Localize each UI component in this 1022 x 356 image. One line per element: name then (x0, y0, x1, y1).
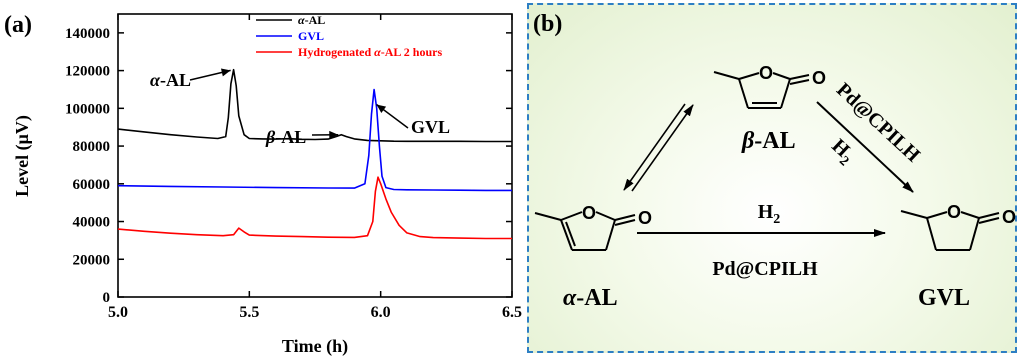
chart-legend: α-AL GVL Hydrogenated α-AL 2 hours (256, 13, 442, 59)
series-line-1 (117, 88, 512, 192)
equilibrium-arrow-forward (631, 104, 694, 192)
alpha-ring-oxygen: O (582, 203, 596, 223)
beta-carbonyl-oxygen: O (812, 68, 826, 88)
plot-frame (117, 13, 513, 298)
gvl-carbonyl-oxygen: O (1002, 207, 1016, 227)
alpha-carbonyl-oxygen: O (638, 208, 652, 228)
beta-al-name: β-AL (741, 128, 796, 154)
main-arrow-h2: H2 (758, 201, 781, 227)
annotation-arrowhead-gvl (376, 104, 387, 114)
annotation-arrowhead-beta (329, 130, 339, 139)
gvl-name: GVL (918, 285, 970, 311)
annotation-gvl: GVL (411, 117, 450, 137)
series-layer (117, 68, 512, 240)
legend-label-gvl: GVL (298, 29, 324, 43)
y-tick-label: 80000 (73, 139, 111, 155)
y-axis-label: Level (μV) (12, 115, 33, 197)
panel-b-label: (b) (533, 11, 562, 37)
beta-ring-oxygen: O (759, 63, 773, 83)
hydrogenation-arrow-diagonal (816, 101, 914, 193)
beta-al-structure (713, 71, 810, 109)
annotation-alpha: α-AL (150, 70, 191, 90)
y-tick-label: 60000 (73, 177, 111, 193)
series-line-0 (117, 68, 512, 143)
y-tick-label: 140000 (65, 26, 110, 42)
y-tick-label: 0 (103, 290, 111, 306)
series-line-2 (117, 176, 512, 240)
main-arrow-catalyst: Pd@CPILH (712, 258, 818, 280)
panel-a-chart: (a) 5.0 5.5 6.0 6.5 0 20000 40000 60000 80000 100… (4, 12, 522, 356)
panel-b-scheme: (b) O O β-AL (527, 3, 1017, 353)
x-axis-label: Time (h) (282, 336, 348, 356)
x-tick-label: 5.0 (108, 304, 128, 321)
y-tick-label: 120000 (65, 64, 110, 80)
annotation-beta: β-AL (265, 127, 306, 147)
x-tick-label: 5.5 (239, 304, 259, 321)
y-tick-label: 100000 (65, 101, 110, 117)
alpha-al-name: α-AL (563, 285, 618, 311)
panel-a-label: (a) (4, 12, 32, 38)
axis-ticks: 5.0 5.5 6.0 6.5 0 20000 40000 60000 80000 100000 1… (65, 14, 522, 321)
annotation-arrowhead-alpha (220, 68, 231, 77)
gvl-structure (900, 210, 1000, 251)
legend-label-hydrogenated: Hydrogenated α-AL 2 hours (298, 45, 442, 59)
equilibrium-arrow-reverse (623, 103, 686, 191)
y-tick-label: 40000 (73, 215, 111, 231)
legend-label-alpha: α-AL (298, 13, 325, 27)
x-tick-label: 6.0 (371, 304, 391, 321)
peak-annotations: α-AL β-AL GVL (150, 68, 450, 147)
gvl-ring-oxygen: O (947, 202, 961, 222)
diagonal-arrow-h2: H2 (825, 135, 859, 169)
reaction-scheme: (b) O O β-AL (533, 11, 1016, 311)
x-tick-label: 6.5 (502, 304, 522, 321)
alpha-al-structure (534, 211, 636, 251)
y-tick-label: 20000 (73, 252, 111, 268)
